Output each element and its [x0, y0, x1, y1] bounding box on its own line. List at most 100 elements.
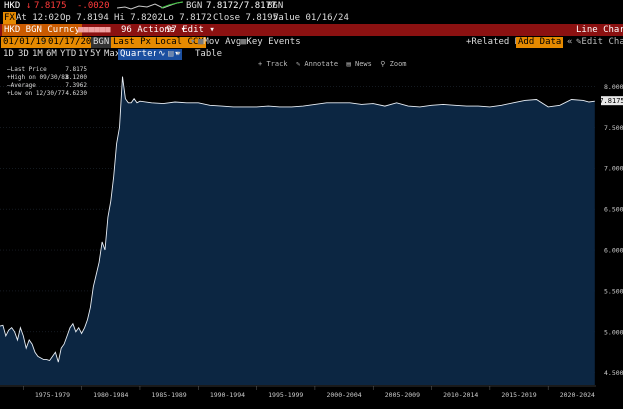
last-price: 7.8175 — [34, 1, 67, 11]
period-bar: 1D 3D 1M 6M YTD 1Y 5Y Max Quarterly ▾ ∿ … — [0, 49, 623, 60]
period-1y[interactable]: 1Y — [78, 49, 89, 59]
x-tick-label: 1980-1984 — [93, 391, 128, 399]
pencil-icon: ✎ — [576, 37, 582, 47]
edit-chart-button[interactable]: ✎Edit Chart — [576, 37, 623, 47]
y-tick-label: 5.0000 — [604, 328, 623, 336]
y-tick-label: 7.0000 — [604, 165, 623, 173]
field-select[interactable]: Last Px — [111, 37, 153, 48]
frequency-select[interactable]: Quarterly ▾ — [118, 49, 182, 60]
chart-type-label: Line Chart — [576, 25, 623, 35]
price-chart[interactable]: 8.0000 7.5000 7.0000 6.5000 6.0000 5.5000 5.00… — [0, 60, 623, 406]
fx-badge[interactable]: FX — [3, 12, 16, 24]
period-max[interactable]: Max — [104, 49, 121, 59]
end-date-field[interactable]: 01/17/2024 — [46, 37, 105, 48]
x-tick-label: 2000-2004 — [326, 391, 361, 399]
news-icon: ▤ — [346, 60, 351, 68]
controls-bar: 01/01/1973 - 01/17/2024 BGN Last Px Loca… — [0, 37, 623, 48]
candle-icon[interactable]: ▤ — [168, 49, 174, 59]
legend-plus-icon: + — [7, 74, 11, 81]
source-field[interactable]: BGN — [91, 37, 112, 48]
x-tick-label: 2010-2014 — [443, 391, 478, 399]
currency-select[interactable]: Local CCY — [153, 37, 206, 48]
chevron-down-icon[interactable]: ▾ — [176, 49, 182, 59]
news-button[interactable]: ▤ News — [346, 60, 372, 68]
magnifier-icon: ⚲ — [380, 60, 386, 68]
chevron-down-icon: ▾ — [174, 49, 180, 59]
add-data-field[interactable]: Add Data — [516, 37, 564, 48]
net-change: -.0020 — [77, 1, 110, 11]
period-5y[interactable]: 5Y — [90, 49, 101, 59]
y-tick-label: 5.5000 — [604, 287, 623, 295]
quote-source-2: BGN — [267, 1, 284, 11]
period-1m[interactable]: 1M — [32, 49, 43, 59]
checkbox-icon: ■ — [198, 37, 204, 47]
legend-low: +Low on 12/30/77 4.6230 — [7, 90, 87, 97]
checkbox-icon: ■ — [241, 37, 247, 47]
plus-icon: + — [258, 60, 263, 68]
legend-last-price: ―Last Price 7.8175 — [7, 66, 87, 73]
legend-plus-icon: + — [7, 90, 11, 97]
chevron-down-icon: ▾ — [180, 25, 187, 35]
quote-source: BGN — [186, 1, 203, 11]
y-tick-label: 8.0000 — [604, 83, 623, 91]
stat-open: Op 7.8194 — [60, 13, 109, 23]
plus-icon: + — [466, 37, 472, 47]
zoom-button[interactable]: ⚲ Zoom — [380, 60, 407, 68]
period-ytd[interactable]: YTD — [60, 49, 77, 59]
y-tick-label: 6.5000 — [604, 206, 623, 214]
actions-menu[interactable]: 96 Actions ▾ — [121, 25, 187, 35]
actions-number-icon: 96 — [121, 25, 132, 35]
edit-menu[interactable]: 97 Edit ▾ — [166, 25, 215, 35]
x-tick-label: 2005-2009 — [385, 391, 420, 399]
title-bar: HKD BGN Curncy ■■■■■■ 96 Actions ▾ 97 Ed… — [0, 24, 623, 36]
y-tick-label: 6.0000 — [604, 247, 623, 255]
stat-value: Value 01/16/24 — [273, 13, 349, 23]
date-separator: - — [40, 37, 46, 47]
last-value-label: 7.8175 — [599, 97, 623, 105]
chevron-down-icon[interactable]: ▾ — [190, 37, 196, 47]
stat-close: Close 7.8195 — [213, 13, 279, 23]
chart-toolbar: + Track ✎ Annotate ▤ News ⚲ Zoom — [258, 60, 407, 68]
sparkline-icon — [117, 1, 183, 10]
chart-type-icon[interactable]: ∿ — [156, 49, 168, 60]
legend-line-icon: ― — [7, 66, 11, 73]
period-6m[interactable]: 6M — [46, 49, 57, 59]
price-area — [0, 76, 595, 385]
period-1d[interactable]: 1D — [3, 49, 14, 59]
chart-area[interactable]: 8.0000 7.5000 7.0000 6.5000 6.0000 5.5000 5.00… — [0, 60, 623, 406]
quote-line: HKD ↓ 7.8175 -.0020 BGN 7.8172/7.8177 BG… — [0, 0, 623, 12]
collapse-icon[interactable]: « — [567, 37, 573, 47]
y-axis: 8.0000 7.5000 7.0000 6.5000 6.0000 5.5000 5.00… — [604, 83, 623, 377]
security-name[interactable]: HKD BGN Curncy — [2, 24, 82, 36]
y-tick-label: 7.5000 — [604, 124, 623, 132]
stat-low: Lo 7.8172 — [163, 13, 212, 23]
pencil-icon: ✎ — [295, 60, 301, 68]
stats-line: FX At 12:02 Op 7.8194 Hi 7.8202 Lo 7.817… — [0, 12, 623, 24]
x-tick-label: 1975-1979 — [35, 391, 70, 399]
down-arrow-icon: ↓ — [26, 1, 32, 11]
period-3d[interactable]: 3D — [18, 49, 29, 59]
blurred-menu-icon[interactable]: ■■■■■■ — [78, 25, 111, 35]
stat-high: Hi 7.8202 — [114, 13, 163, 23]
mov-avgs-toggle[interactable]: ■Mov Avgs — [198, 37, 247, 47]
annotate-button[interactable]: ✎ Annotate — [295, 60, 339, 68]
edit-number-icon: 97 — [166, 25, 177, 35]
x-tick-label: 1995-1999 — [268, 391, 303, 399]
table-button[interactable]: Table — [195, 49, 223, 59]
legend-average: –Average 7.3962 — [7, 82, 87, 89]
stat-time: At 12:02 — [16, 13, 60, 23]
price-line — [0, 76, 595, 363]
start-date-field[interactable]: 01/01/1973 — [1, 37, 60, 48]
legend-dash-icon: – — [7, 82, 11, 89]
track-button[interactable]: + Track — [258, 60, 288, 68]
key-events-toggle[interactable]: ■Key Events — [241, 37, 301, 47]
ticker: HKD — [4, 1, 21, 11]
bid-ask: 7.8172/7.8177 — [206, 1, 277, 11]
x-tick-label: 1985-1989 — [152, 391, 187, 399]
chart-legend: ―Last Price 7.8175 +High on 09/30/83 8.1… — [7, 66, 87, 98]
y-tick-label: 4.5000 — [604, 369, 623, 377]
x-tick-label: 2020-2024 — [560, 391, 595, 399]
chevron-down-icon: ▾ — [209, 25, 215, 35]
x-tick-label: 2015-2019 — [501, 391, 536, 399]
x-axis: 1975-1979 1980-1984 1985-1989 1990-1994 1995… — [0, 385, 596, 399]
